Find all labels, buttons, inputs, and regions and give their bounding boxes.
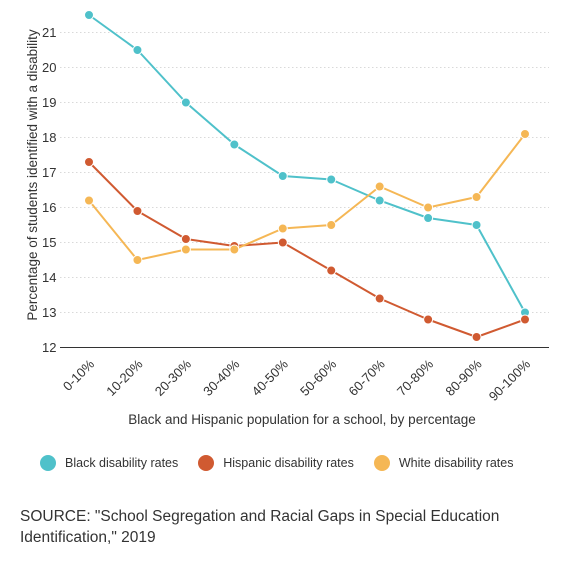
legend-label-hispanic: Hispanic disability rates: [223, 456, 354, 470]
x-tick-label-5: 50-60%: [297, 356, 340, 399]
series-1-point-1: [132, 206, 143, 216]
gridlines: [60, 32, 549, 348]
series-1-point-8: [471, 332, 482, 342]
legend-item-black: Black disability rates: [40, 455, 178, 471]
series-0-point-5: [326, 174, 337, 185]
series-0-point-0: [84, 10, 94, 20]
x-tick-labels: 0-10% 10-20% 20-30% 30-40% 40-50% 50-60% 60-70…: [60, 356, 533, 404]
series-1-point-9: [520, 314, 530, 325]
x-axis-title: Black and Hispanic population for a scho…: [128, 412, 475, 427]
series-2-point-4: [277, 223, 288, 234]
y-tick-label-12: 12: [42, 340, 56, 355]
series-1-point-4: [277, 237, 288, 248]
x-tick-label-9: 90-100%: [486, 356, 534, 404]
series-0-point-1: [132, 45, 143, 55]
series-line-0: [88, 14, 526, 314]
series-2-point-5: [326, 220, 337, 230]
y-tick-label-13: 13: [42, 305, 56, 320]
series-0-point-6: [374, 195, 385, 206]
legend-label-black: Black disability rates: [65, 456, 179, 470]
series-line-1: [88, 161, 526, 338]
y-tick-label-19: 19: [42, 95, 56, 110]
series-2-point-6: [374, 181, 385, 192]
legend-swatch-black: [40, 455, 56, 471]
series-0-point-8: [471, 220, 482, 230]
y-tick-label-17: 17: [42, 165, 56, 180]
series-1-point-2: [180, 234, 191, 244]
series-1-point-7: [423, 314, 434, 325]
x-tick-label-2: 20-30%: [152, 356, 195, 399]
y-tick-label-21: 21: [42, 25, 56, 40]
source-note: SOURCE: "School Segregation and Racial G…: [20, 508, 500, 546]
series-2-point-1: [132, 255, 143, 265]
y-tick-label-16: 16: [42, 200, 56, 215]
series-2-point-8: [471, 192, 482, 202]
series-2-point-7: [423, 202, 434, 213]
legend-item-hispanic: Hispanic disability rates: [198, 455, 354, 471]
x-tick-label-4: 40-50%: [249, 356, 292, 399]
y-tick-label-18: 18: [42, 130, 56, 145]
series-0-point-3: [229, 139, 240, 150]
series-2-point-2: [180, 244, 191, 255]
series-1-point-0: [84, 157, 94, 167]
series-2-point-9: [520, 129, 530, 139]
legend: Black disability rates Hispanic disabili…: [40, 455, 540, 471]
y-tick-label-15: 15: [42, 235, 56, 250]
y-axis-title: Percentage of students identified with a…: [25, 29, 40, 320]
x-tick-label-3: 30-40%: [200, 356, 243, 399]
y-tick-labels: 12 13 14 15 16 17 18 19 20 21: [42, 25, 56, 355]
legend-label-white: White disability rates: [398, 456, 514, 470]
series-points: [84, 10, 530, 342]
legend-swatch-hispanic: [198, 455, 215, 471]
series-line-2: [88, 133, 526, 261]
series-lines: [88, 14, 526, 338]
series-group: [84, 10, 530, 342]
line-chart: 12 13 14 15 16 17 18 19 20 21 0-10% 10-20% 20-30% 30…: [25, 10, 549, 427]
series-2-point-3: [229, 244, 240, 255]
x-tick-label-6: 60-70%: [345, 356, 388, 399]
x-tick-label-7: 70-80%: [394, 356, 437, 399]
series-2-point-0: [84, 195, 94, 206]
legend-item-white: White disability rates: [373, 455, 514, 471]
x-tick-label-1: 10-20%: [103, 356, 146, 399]
legend-swatch-white: [373, 455, 390, 471]
x-tick-label-8: 80-90%: [442, 356, 485, 399]
series-0-point-4: [277, 171, 288, 181]
y-tick-label-20: 20: [42, 60, 56, 75]
series-1-point-6: [374, 293, 385, 304]
y-tick-label-14: 14: [42, 270, 56, 285]
series-1-point-5: [326, 265, 337, 276]
x-tick-label-0: 0-10%: [60, 356, 97, 393]
series-0-point-2: [180, 97, 191, 108]
series-0-point-7: [423, 213, 434, 223]
